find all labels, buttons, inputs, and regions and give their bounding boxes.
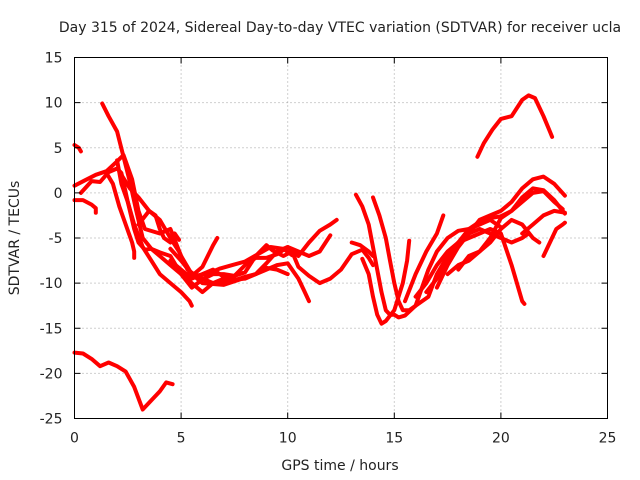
y-tick-label: 0 bbox=[54, 186, 63, 202]
x-axis-label: GPS time / hours bbox=[281, 458, 398, 474]
x-tick-label: 0 bbox=[70, 431, 79, 447]
x-tick-label: 5 bbox=[177, 431, 186, 447]
series-arc-12 bbox=[168, 246, 290, 286]
series-layer bbox=[72, 93, 567, 412]
series-arc-7 bbox=[104, 171, 137, 260]
x-tick-label: 10 bbox=[279, 431, 297, 447]
series-arc-14 bbox=[360, 238, 412, 326]
series-arc-13 bbox=[353, 192, 503, 320]
y-axis-label: SDTVAR / TECUs bbox=[7, 181, 23, 296]
x-tick-label: 15 bbox=[385, 431, 403, 447]
chart-title: Day 315 of 2024, Sidereal Day-to-day VTE… bbox=[59, 20, 621, 36]
series-arc-18 bbox=[413, 227, 527, 306]
y-tick-label: -10 bbox=[40, 276, 63, 292]
series-arc-23 bbox=[475, 93, 555, 159]
y-tick-label: -15 bbox=[40, 321, 63, 337]
series-arc-3 bbox=[72, 198, 98, 215]
series-arc-9 bbox=[119, 172, 220, 277]
x-tick-label: 20 bbox=[492, 431, 510, 447]
series-arc-8 bbox=[115, 158, 194, 308]
series-arc-25 bbox=[520, 208, 567, 236]
y-tick-label: -5 bbox=[49, 231, 63, 247]
y-tick-label: 5 bbox=[54, 141, 63, 157]
y-tick-label: 15 bbox=[45, 51, 63, 67]
series-arc-24 bbox=[541, 220, 567, 258]
y-tick-label: -25 bbox=[40, 412, 63, 428]
series-arc-22 bbox=[456, 217, 542, 272]
series-arc-15 bbox=[349, 240, 375, 258]
series-arc-17 bbox=[403, 213, 446, 304]
series-arc-6 bbox=[100, 101, 333, 295]
x-tick-label: 25 bbox=[599, 431, 617, 447]
y-tick-label: 10 bbox=[45, 96, 63, 112]
axis-ticks: 0 5 10 15 20 25 -25 -20 -15 -10 -5 0 5 10 15 bbox=[40, 51, 617, 447]
series-arc-10 bbox=[136, 208, 181, 245]
series-arc-1 bbox=[72, 350, 175, 412]
y-tick-label: -20 bbox=[40, 366, 63, 382]
series-arc-26 bbox=[170, 245, 294, 278]
series-arc-20 bbox=[434, 174, 567, 290]
